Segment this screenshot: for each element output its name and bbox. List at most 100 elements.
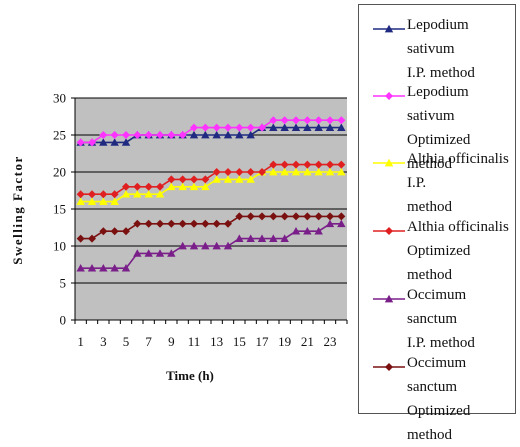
series-5-point-19 — [280, 234, 289, 242]
series-1-point-12 — [201, 130, 210, 139]
series-6-point-12 — [201, 219, 210, 228]
legend-label-6-line-1: Occimum sanctum — [407, 355, 467, 395]
series-2-point-3 — [99, 131, 108, 139]
series-4-point-2 — [88, 190, 96, 199]
series-1-point-19 — [280, 123, 289, 131]
legend-label-2: Lepodium sativum Optimized method — [407, 80, 519, 176]
series-3-point-7 — [144, 190, 153, 198]
legend-key-marker-2 — [385, 92, 393, 100]
series-3-point-5 — [121, 190, 131, 198]
legend-item-3: Althia officinalis I.P. method — [359, 147, 517, 215]
legend-key-marker-1 — [384, 24, 394, 33]
series-6-point-19 — [280, 212, 289, 221]
series-3-point-13 — [212, 175, 221, 183]
x-tick-label-15: 15 — [233, 334, 246, 349]
series-1-point-14 — [223, 130, 233, 139]
legend-key-3 — [373, 158, 405, 167]
series-1-point-5 — [121, 138, 131, 146]
series-5 — [76, 219, 346, 272]
series-1-point-21 — [303, 123, 312, 131]
series-6-point-23 — [326, 212, 334, 221]
series-5-point-18 — [269, 234, 278, 242]
series-4 — [76, 160, 346, 199]
series-6-point-9 — [167, 219, 176, 228]
series-4-point-11 — [190, 175, 198, 184]
series-2-point-11 — [190, 123, 198, 132]
legend-label-5: Occimum sanctum I.P. method — [407, 283, 519, 355]
series-5-point-7 — [144, 249, 153, 257]
series-3-point-18 — [269, 167, 278, 176]
series-2-point-23 — [326, 116, 334, 125]
series-2-point-15 — [235, 123, 244, 132]
series-3-point-15 — [235, 175, 244, 183]
series-4-point-13 — [212, 168, 221, 176]
series-6-point-15 — [235, 212, 244, 221]
series-2-point-8 — [156, 131, 164, 139]
series-1-point-3 — [99, 138, 108, 146]
series-4-point-12 — [201, 175, 210, 184]
series-3-point-24 — [337, 167, 346, 176]
series-1-point-20 — [291, 123, 301, 131]
series-1-point-13 — [212, 130, 221, 139]
series-3-point-12 — [201, 182, 210, 191]
legend-key-marker-4 — [385, 227, 393, 235]
series-4-point-19 — [280, 160, 289, 169]
series-6-point-24 — [337, 212, 346, 221]
series-4-point-10 — [178, 175, 187, 184]
series-4-point-5 — [122, 182, 130, 191]
series-1-point-18 — [269, 123, 278, 131]
legend-item-5: Occimum sanctum I.P. method — [359, 283, 517, 351]
series-4-point-6 — [133, 182, 142, 191]
series-5-point-1 — [76, 264, 85, 272]
series-5-point-13 — [212, 241, 221, 250]
series-4-point-17 — [258, 168, 266, 176]
y-tick-label-25: 25 — [53, 128, 66, 143]
series-3-point-14 — [223, 175, 233, 183]
legend-label-4-line-2: Optimized method — [407, 243, 471, 283]
series-2-point-19 — [280, 116, 289, 125]
x-tick-label-17: 17 — [256, 334, 270, 349]
series-4-point-23 — [326, 160, 334, 169]
series-1-point-22 — [314, 123, 323, 131]
series-3-point-1 — [76, 197, 85, 205]
series-6-point-2 — [88, 234, 96, 243]
series-2-point-24 — [337, 116, 346, 125]
legend-item-4: Althia officinalis Optimized method — [359, 215, 517, 283]
series-2-point-2 — [88, 138, 96, 147]
series-3-point-23 — [325, 167, 335, 176]
series-4-point-16 — [246, 168, 255, 176]
series-2-point-5 — [122, 131, 130, 139]
series-4-point-1 — [76, 190, 85, 199]
legend-key-5 — [373, 294, 405, 303]
series-6-point-16 — [246, 212, 255, 221]
series-2-point-10 — [178, 131, 187, 139]
legend-key-1 — [373, 24, 405, 33]
x-tick-label-23: 23 — [324, 334, 337, 349]
series-6-point-22 — [314, 212, 323, 221]
series-2-point-7 — [144, 131, 153, 139]
legend-label-3: Althia officinalis I.P. method — [407, 147, 519, 219]
series-2-point-14 — [224, 123, 232, 132]
series-3-point-11 — [189, 182, 199, 191]
series-5-point-12 — [201, 241, 210, 250]
series-2-point-20 — [292, 116, 300, 125]
legend-label-5-line-2: I.P. method — [407, 335, 475, 351]
series-3-point-10 — [178, 182, 187, 191]
legend-key-2 — [373, 92, 405, 100]
y-tick-label-15: 15 — [53, 202, 66, 217]
legend-label-5-line-1: Occimum sanctum — [407, 287, 467, 327]
legend-label-4-line-1: Althia officinalis — [407, 219, 509, 235]
legend-item-2: Lepodium sativum Optimized method — [359, 80, 517, 172]
series-4-point-7 — [144, 182, 153, 191]
series-2-point-9 — [167, 131, 176, 139]
series-5-point-20 — [291, 227, 301, 235]
legend-key-6 — [373, 363, 405, 371]
legend-key-4 — [373, 227, 405, 235]
series-6-point-18 — [269, 212, 278, 221]
x-tick-label-3: 3 — [100, 334, 107, 349]
series-4-point-14 — [224, 168, 232, 176]
series-5-point-6 — [133, 249, 142, 257]
series-5-point-2 — [87, 264, 97, 272]
series-5-point-5 — [121, 264, 131, 272]
series-3-point-22 — [314, 167, 323, 176]
